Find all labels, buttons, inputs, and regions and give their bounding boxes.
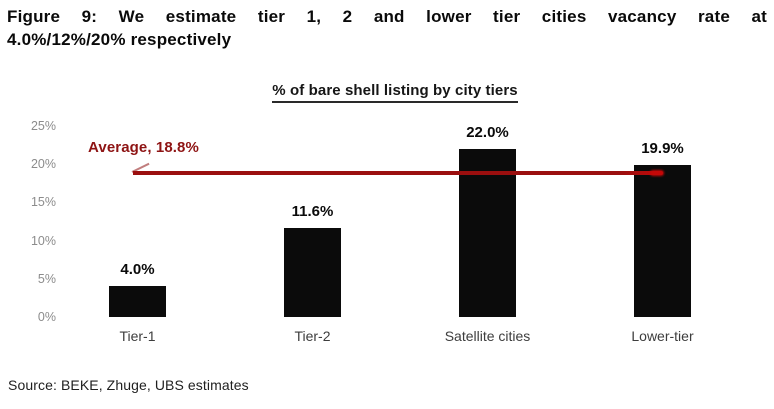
y-axis-tick-label: 10% [30, 233, 56, 248]
bar-value-label: 4.0% [120, 261, 155, 279]
x-axis-category-label: Tier-1 [119, 328, 156, 344]
figure-title-line2: 4.0%/12%/20% respectively [7, 30, 232, 49]
source-note: Source: BEKE, Zhuge, UBS estimates [8, 377, 249, 393]
bar-value-label: 19.9% [641, 139, 684, 157]
bar-value-label: 22.0% [466, 123, 509, 141]
bar-tier-1 [109, 286, 166, 317]
figure-title: Figure 9: We estimate tier 1, 2 and lowe… [7, 5, 767, 51]
chart-title-text: % of bare shell listing by city tiers [272, 82, 518, 103]
bar-value-label: 11.6% [291, 203, 334, 221]
figure-title-line1: Figure 9: We estimate tier 1, 2 and lowe… [7, 7, 767, 26]
average-label: Average, 18.8% [88, 139, 199, 157]
bar-tier-2 [284, 228, 341, 317]
bar-satellite-cities [459, 148, 516, 317]
x-axis-category-label: Tier-2 [294, 328, 331, 344]
y-axis-tick-label: 5% [37, 271, 56, 286]
y-axis-tick-label: 15% [30, 195, 56, 210]
bar-lower-tier [634, 164, 691, 317]
x-axis-category-label: Lower-tier [631, 328, 694, 344]
chart-title: % of bare shell listing by city tiers [30, 82, 760, 103]
y-axis-tick-label: 0% [37, 310, 56, 324]
x-axis-category-label: Satellite cities [444, 328, 531, 344]
average-line-endcap [650, 170, 664, 177]
average-line [133, 171, 663, 176]
y-axis-tick-label: 20% [30, 157, 56, 172]
y-axis-tick-label: 25% [30, 119, 56, 133]
